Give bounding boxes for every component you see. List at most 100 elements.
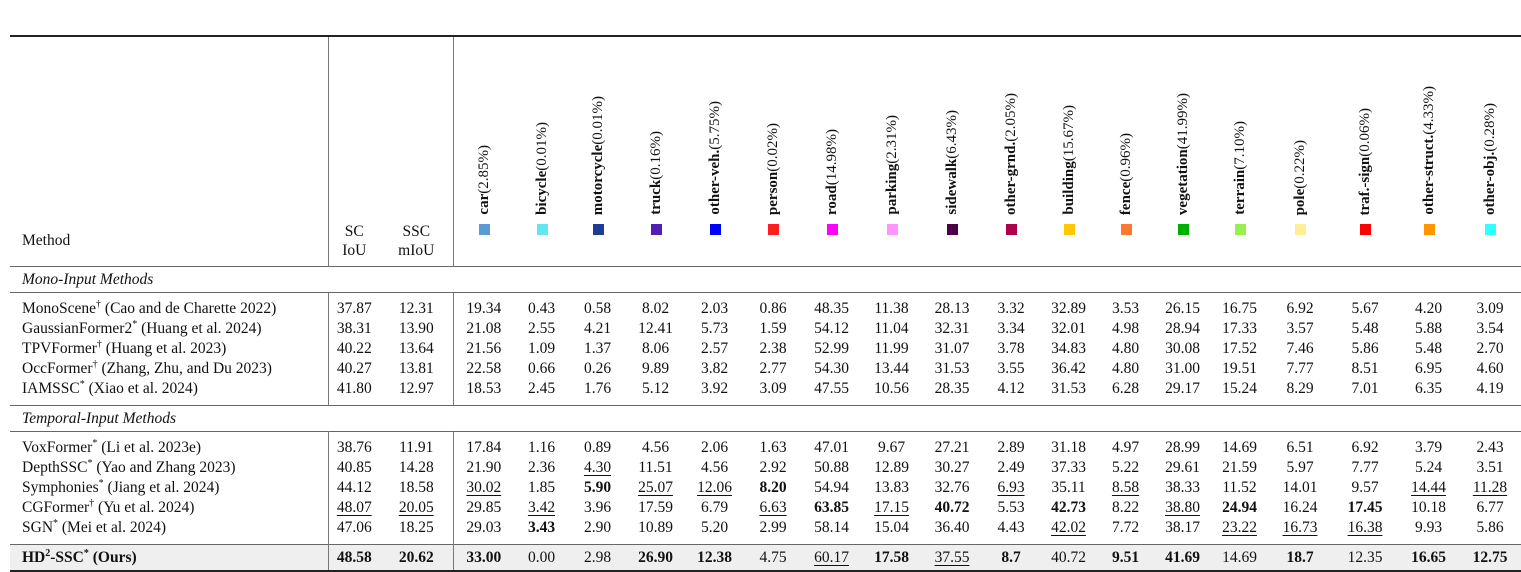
class-value-cell: 36.40	[922, 518, 982, 538]
value: 2.99	[759, 519, 787, 536]
class-name: fence	[1117, 181, 1134, 215]
class-value-cell: 28.94	[1154, 319, 1211, 339]
sc-iou-cell: 40.85	[328, 458, 380, 478]
class-value-cell: 17.52	[1211, 339, 1268, 359]
value: 17.33	[1222, 320, 1257, 337]
table-row: OccFormer† (Zhang, Zhu, and Du 2023) 40.2…	[10, 359, 1521, 379]
value: 9.93	[1414, 519, 1443, 536]
value: 2.45	[527, 380, 556, 397]
class-value-cell: 5.24	[1398, 458, 1459, 478]
class-value-cell: 63.85	[802, 498, 861, 518]
value: 5.48	[1414, 340, 1443, 357]
value: 3.57	[1286, 320, 1314, 337]
class-value-cell: 30.27	[922, 458, 982, 478]
value: 29.03	[466, 519, 502, 536]
class-name: other-struct.	[1420, 135, 1437, 215]
sc-iou-cell: 47.06	[328, 518, 380, 538]
class-value-cell: 2.89	[982, 438, 1040, 458]
table-row: HD2-SSC* (Ours) 48.58 20.62 33.00 0.00 2.98 26…	[10, 544, 1521, 571]
table-row: SGN* (Mei et al. 2024) 47.06 18.25 29.03 3.4…	[10, 518, 1521, 538]
method-cell: HD2-SSC* (Ours)	[10, 544, 329, 571]
value: 3.55	[997, 360, 1025, 377]
class-value-cell: 16.75	[1211, 299, 1268, 319]
value: 12.38	[697, 548, 732, 566]
class-percentage: (5.75%)	[706, 101, 723, 151]
table-row: DepthSSC* (Yao and Zhang 2023) 40.85 14.28…	[10, 458, 1521, 478]
class-value-cell: 32.76	[922, 478, 982, 498]
value: 5.12	[641, 380, 670, 397]
class-value-cell: 5.12	[626, 379, 685, 399]
method-cell: IAMSSC* (Xiao et al. 2024)	[10, 379, 329, 399]
value: 6.92	[1286, 300, 1314, 317]
class-value-cell: 16.73	[1268, 518, 1332, 538]
value: 6.77	[1476, 499, 1504, 516]
class-value-cell: 3.96	[569, 498, 626, 518]
value: 18.25	[398, 519, 434, 536]
value: 28.94	[1165, 320, 1200, 337]
value: 12.89	[874, 459, 909, 476]
value: 5.22	[1111, 459, 1140, 476]
header-ssc-miou: SSC mIoU	[380, 36, 454, 267]
value: 5.86	[1476, 519, 1504, 536]
value: 12.75	[1472, 548, 1508, 566]
value: 6.92	[1351, 439, 1379, 456]
method-citation: (Jiang et al. 2024)	[103, 479, 220, 496]
class-value-cell: 7.46	[1268, 339, 1332, 359]
method-citation: (Xiao et al. 2024)	[84, 380, 198, 397]
value: 9.67	[877, 439, 906, 456]
table-row: CGFormer† (Yu et al. 2024) 48.07 20.05 29.8…	[10, 498, 1521, 518]
class-percentage: (0.22%)	[1292, 139, 1308, 189]
class-value-cell: 13.44	[861, 359, 922, 379]
class-label-text: building(15.67%)	[1061, 105, 1077, 215]
class-value-cell: 3.09	[1459, 299, 1521, 319]
class-value-cell: 14.69	[1211, 544, 1268, 571]
class-value-cell: 0.26	[569, 359, 626, 379]
class-label: person(0.02%)	[765, 123, 781, 220]
spacer-cell	[380, 431, 454, 438]
value: 12.06	[697, 479, 732, 496]
value: 13.64	[398, 340, 434, 357]
value: 4.12	[997, 380, 1025, 397]
value: 47.06	[336, 519, 372, 536]
class-value-cell: 8.51	[1332, 359, 1398, 379]
class-value-cell: 38.80	[1154, 498, 1211, 518]
value: 2.43	[1476, 439, 1504, 456]
value: 5.20	[700, 519, 729, 536]
class-value-cell: 0.66	[514, 359, 569, 379]
class-name: car	[475, 194, 492, 215]
class-percentage: (2.05%)	[1003, 93, 1019, 142]
value: 4.43	[997, 519, 1025, 536]
class-name: truck	[647, 180, 664, 215]
class-name: road	[823, 185, 840, 215]
class-value-cell: 23.22	[1211, 518, 1268, 538]
method-cell: TPVFormer† (Huang et al. 2023)	[10, 339, 329, 359]
spacer-cell	[10, 292, 329, 299]
class-value-cell: 3.57	[1268, 319, 1332, 339]
class-color-swatch-icon	[1295, 224, 1306, 235]
value: 41.69	[1165, 548, 1200, 566]
class-value-cell: 4.97	[1097, 438, 1154, 458]
class-value-cell: 3.79	[1398, 438, 1459, 458]
value: 0.89	[583, 439, 612, 456]
header-method: Method	[10, 36, 329, 267]
class-value-cell: 31.53	[922, 359, 982, 379]
value: 40.85	[336, 459, 372, 476]
class-percentage: (6.43%)	[944, 110, 960, 160]
spacer-row	[10, 399, 1521, 406]
class-label: vegetation(41.99%)	[1175, 93, 1191, 220]
class-value-cell: 11.38	[861, 299, 922, 319]
class-value-cell: 35.11	[1040, 478, 1097, 498]
class-value-cell: 3.32	[982, 299, 1040, 319]
class-value-cell: 42.02	[1040, 518, 1097, 538]
sc-iou-cell: 40.22	[328, 339, 380, 359]
class-value-cell: 30.08	[1154, 339, 1211, 359]
class-value-cell: 2.03	[685, 299, 744, 319]
class-value-cell: 2.55	[514, 319, 569, 339]
value: 5.53	[997, 499, 1025, 516]
value: 4.30	[583, 459, 612, 476]
method-citation: (Huang et al. 2024)	[137, 320, 262, 337]
value: 4.19	[1476, 380, 1504, 397]
value: 23.22	[1222, 519, 1257, 536]
class-value-cell: 5.48	[1332, 319, 1398, 339]
class-value-cell: 15.24	[1211, 379, 1268, 399]
